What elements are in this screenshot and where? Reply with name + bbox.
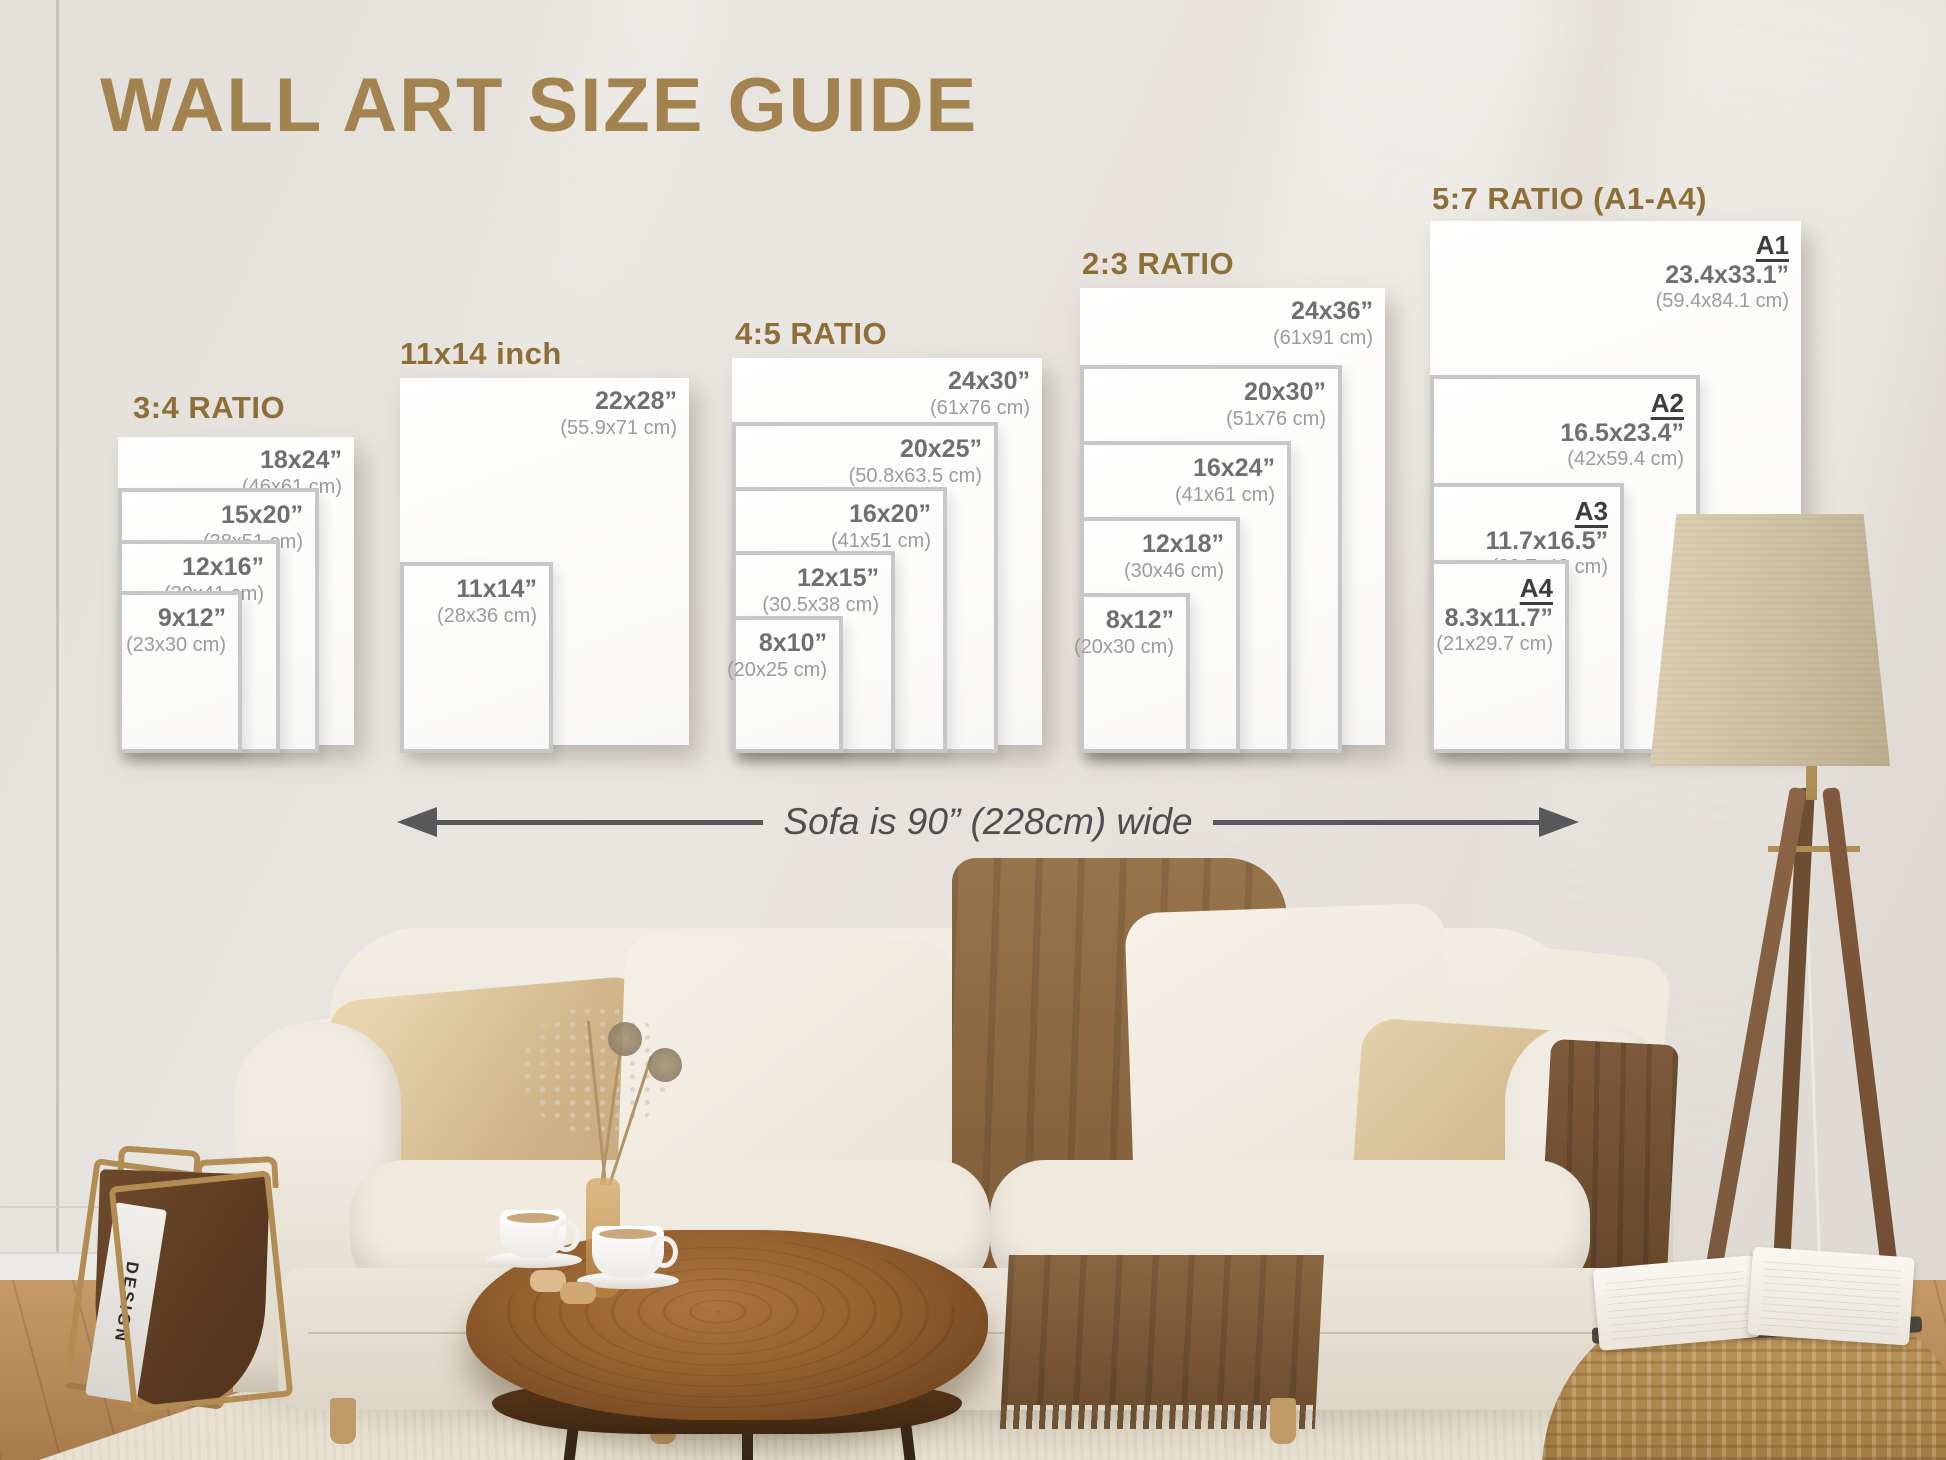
cm-label: (41x61 cm) — [1174, 483, 1275, 506]
size-label: 16.5x23.4” — [1560, 418, 1684, 447]
wall-panel-seam — [56, 0, 59, 1255]
size-label: 12x15” — [796, 564, 879, 592]
size-label: 22x28” — [594, 387, 677, 415]
cup-handle — [650, 1236, 678, 1268]
paper-size-name: A4 — [1519, 573, 1553, 603]
sofa-width-annotation: Sofa is 90” (228cm) wide — [396, 798, 1580, 846]
paper-size-name: A1 — [1755, 230, 1789, 260]
cm-label: (30.5x38 cm) — [762, 593, 879, 616]
sofa-leg — [330, 1398, 356, 1444]
cm-label: (30x46 cm) — [1123, 559, 1224, 582]
cm-label: (21x29.7 cm) — [1436, 633, 1553, 656]
cm-label: (61x76 cm) — [929, 396, 1030, 419]
sofa-width-label: Sofa is 90” (228cm) wide — [783, 801, 1193, 842]
cm-label: (51x76 cm) — [1225, 407, 1326, 430]
cm-label: (23x30 cm) — [125, 633, 226, 656]
open-book-left-page — [1592, 1255, 1762, 1351]
coffee-cup — [500, 1210, 580, 1258]
size-label: 12x18” — [1141, 530, 1224, 558]
group-header-3-4-ratio: 3:4 RATIO — [133, 390, 286, 425]
cm-label: (55.9x71 cm) — [560, 416, 677, 439]
paper-size-name: A2 — [1650, 388, 1684, 418]
size-label: 16x20” — [848, 500, 931, 528]
size-label: 8x12” — [1105, 606, 1174, 634]
page-title: WALL ART SIZE GUIDE — [100, 63, 979, 148]
size-label: 11.7x16.5” — [1485, 526, 1608, 555]
size-label: 16x24” — [1192, 454, 1275, 482]
cm-label: (50.8x63.5 cm) — [848, 464, 982, 487]
size-label: 18x24” — [259, 446, 342, 474]
throw-blanket-hanging — [1001, 1255, 1324, 1405]
open-book-right-page — [1747, 1246, 1915, 1346]
frame-9x12: 9x12” (23x30 cm) — [118, 591, 242, 753]
cm-label: (20x25 cm) — [726, 658, 827, 681]
size-label: 20x30” — [1243, 378, 1326, 406]
arrow-left-icon — [396, 806, 764, 837]
sofa-leg — [1270, 1398, 1296, 1444]
size-label: 8.3x11.7” — [1444, 603, 1553, 632]
frame-11x14: 11x14” (28x36 cm) — [400, 562, 553, 753]
group-header-5-7-ratio: 5:7 RATIO (A1-A4) — [1432, 181, 1707, 216]
arrow-right-icon — [1212, 806, 1580, 837]
size-label: 24x36” — [1290, 297, 1373, 325]
macaron — [530, 1270, 566, 1292]
cm-label: (20x30 cm) — [1073, 635, 1174, 658]
group-header-4-5-ratio: 4:5 RATIO — [735, 316, 888, 351]
size-label: 23.4x33.1” — [1665, 260, 1789, 289]
lamp-brass-bar — [1768, 846, 1860, 852]
frame-8x12: 8x12” (20x30 cm) — [1074, 593, 1190, 753]
frame-a4: A4 8.3x11.7” (21x29.7 cm) — [1430, 560, 1569, 753]
lamp-shade — [1650, 514, 1890, 766]
cm-label: (42x59.4 cm) — [1567, 448, 1684, 471]
table-leg — [742, 1420, 753, 1460]
coffee-cup — [592, 1226, 678, 1278]
paper-size-name: A3 — [1574, 496, 1608, 526]
cup-handle — [552, 1220, 580, 1252]
cm-label: (28x36 cm) — [436, 604, 537, 627]
group-header-11x14-inch: 11x14 inch — [400, 336, 562, 371]
cm-label: (61x91 cm) — [1272, 326, 1373, 349]
frame-8x10: 8x10” (20x25 cm) — [727, 616, 843, 753]
macaron — [560, 1282, 596, 1304]
dried-seed-head — [608, 1022, 642, 1056]
saucer — [486, 1252, 582, 1268]
cm-label: (59.4x84.1 cm) — [1655, 290, 1789, 313]
size-label: 20x25” — [899, 435, 982, 463]
size-label: 15x20” — [220, 501, 303, 529]
size-label: 24x30” — [947, 367, 1030, 395]
dried-seed-head — [648, 1048, 682, 1082]
size-label: 12x16” — [181, 553, 264, 581]
size-label: 8x10” — [758, 629, 827, 657]
magazine-rack-frame — [108, 1170, 294, 1413]
group-header-2-3-ratio: 2:3 RATIO — [1082, 246, 1235, 281]
size-label: 9x12” — [157, 604, 226, 632]
size-label: 11x14” — [456, 575, 537, 603]
saucer — [577, 1272, 679, 1289]
cm-label: (41x51 cm) — [830, 529, 931, 552]
